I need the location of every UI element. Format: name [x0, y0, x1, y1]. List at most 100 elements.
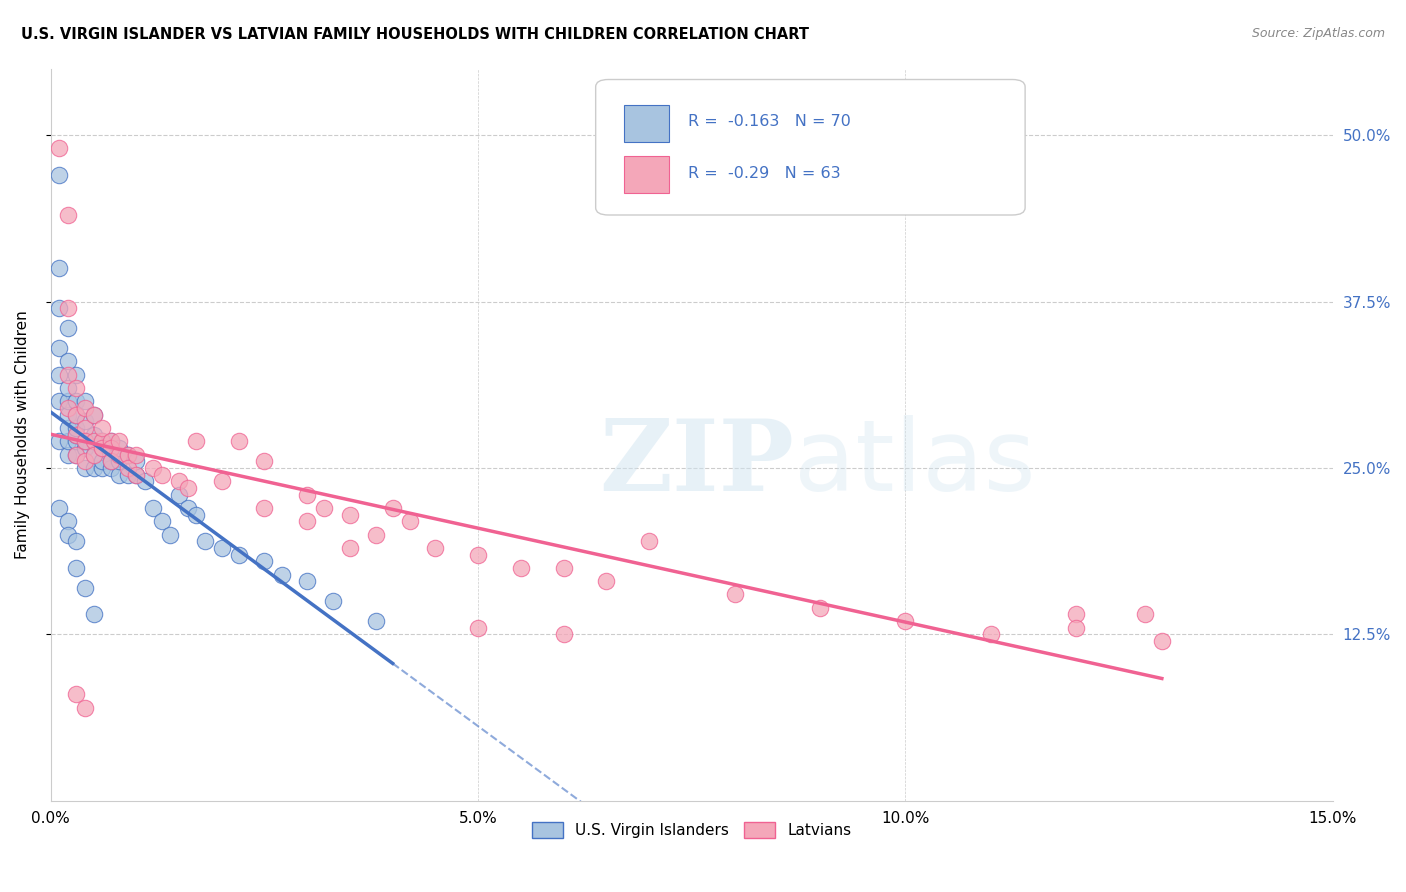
Point: [73, 700, 96, 714]
Point: [73, 581, 96, 595]
Point: [48, 341, 70, 355]
Point: [142, 500, 165, 515]
Point: [125, 467, 148, 482]
Point: [56, 208, 79, 222]
Point: [364, 527, 387, 541]
Point: [91, 434, 114, 449]
Point: [297, 514, 319, 528]
Point: [125, 448, 148, 462]
FancyBboxPatch shape: [624, 156, 669, 193]
Point: [48, 394, 70, 409]
Point: [176, 500, 198, 515]
Point: [65, 448, 87, 462]
Point: [83, 448, 105, 462]
Point: [134, 475, 156, 489]
Point: [65, 687, 87, 701]
Point: [467, 621, 489, 635]
FancyBboxPatch shape: [596, 79, 1025, 215]
Point: [56, 527, 79, 541]
Point: [91, 461, 114, 475]
Point: [723, 587, 745, 601]
Point: [91, 434, 114, 449]
Point: [125, 454, 148, 468]
Point: [65, 421, 87, 435]
Text: Source: ZipAtlas.com: Source: ZipAtlas.com: [1251, 27, 1385, 40]
Point: [553, 627, 575, 641]
Text: atlas: atlas: [794, 416, 1036, 513]
Legend: U.S. Virgin Islanders, Latvians: U.S. Virgin Islanders, Latvians: [526, 816, 858, 845]
Point: [1133, 607, 1156, 622]
Point: [48, 368, 70, 382]
Point: [100, 434, 122, 449]
Point: [211, 475, 233, 489]
Point: [1066, 621, 1088, 635]
Point: [73, 454, 96, 468]
Point: [117, 448, 139, 462]
Point: [65, 368, 87, 382]
Point: [56, 401, 79, 415]
Point: [159, 527, 181, 541]
Point: [808, 600, 831, 615]
Point: [65, 408, 87, 422]
Point: [108, 467, 131, 482]
Point: [48, 434, 70, 449]
Point: [425, 541, 447, 555]
Point: [56, 354, 79, 368]
Point: [253, 454, 276, 468]
Point: [56, 301, 79, 316]
Point: [56, 394, 79, 409]
Point: [83, 461, 105, 475]
Point: [297, 488, 319, 502]
Point: [980, 627, 1002, 641]
Point: [150, 467, 173, 482]
Point: [167, 488, 190, 502]
Point: [65, 448, 87, 462]
Point: [894, 614, 917, 628]
Point: [83, 434, 105, 449]
Point: [1150, 634, 1173, 648]
Point: [509, 561, 531, 575]
Point: [108, 441, 131, 455]
Point: [48, 168, 70, 182]
Point: [228, 548, 250, 562]
Point: [73, 414, 96, 428]
Point: [553, 561, 575, 575]
Text: R =  -0.163   N = 70: R = -0.163 N = 70: [688, 114, 851, 129]
Point: [65, 381, 87, 395]
Point: [339, 541, 361, 555]
Point: [194, 534, 217, 549]
Point: [65, 394, 87, 409]
Point: [100, 434, 122, 449]
Point: [65, 434, 87, 449]
Point: [253, 500, 276, 515]
Point: [184, 434, 207, 449]
Point: [83, 434, 105, 449]
Point: [83, 408, 105, 422]
Point: [48, 301, 70, 316]
Point: [91, 454, 114, 468]
Text: R =  -0.29   N = 63: R = -0.29 N = 63: [688, 166, 841, 181]
Y-axis label: Family Households with Children: Family Households with Children: [15, 310, 30, 559]
Point: [56, 381, 79, 395]
Point: [73, 434, 96, 449]
Point: [56, 434, 79, 449]
Point: [91, 421, 114, 435]
Point: [108, 448, 131, 462]
Point: [65, 427, 87, 442]
Point: [56, 368, 79, 382]
Point: [322, 594, 344, 608]
Point: [108, 434, 131, 449]
Point: [297, 574, 319, 589]
Point: [65, 561, 87, 575]
Point: [100, 441, 122, 455]
Point: [381, 500, 404, 515]
Point: [142, 461, 165, 475]
Point: [65, 534, 87, 549]
Point: [73, 421, 96, 435]
Point: [125, 467, 148, 482]
Text: U.S. VIRGIN ISLANDER VS LATVIAN FAMILY HOUSEHOLDS WITH CHILDREN CORRELATION CHAR: U.S. VIRGIN ISLANDER VS LATVIAN FAMILY H…: [21, 27, 808, 42]
Point: [117, 461, 139, 475]
Point: [100, 454, 122, 468]
Point: [56, 421, 79, 435]
Point: [91, 441, 114, 455]
